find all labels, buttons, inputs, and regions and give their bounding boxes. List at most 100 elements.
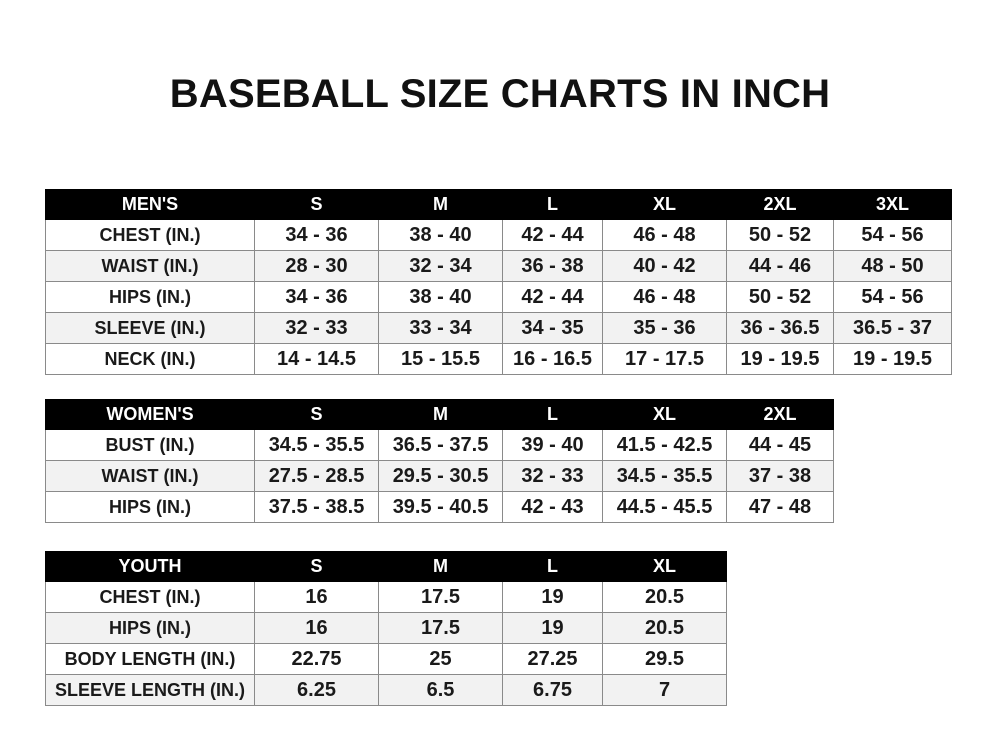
mens-size-table: MEN'S S M L XL 2XL 3XL CHEST (IN.) 34 - 36 38 - 4… <box>45 189 952 375</box>
measurement-cell: 29.5 - 30.5 <box>378 460 503 492</box>
measurement-cell: 39 - 40 <box>502 429 603 461</box>
measurement-cell: 44 - 45 <box>726 429 834 461</box>
page-title: BASEBALL SIZE CHARTS IN INCH <box>169 72 831 116</box>
table-row: HIPS (IN.) 37.5 - 38.5 39.5 - 40.5 42 - 43 4… <box>45 491 834 523</box>
measurement-cell: 15 - 15.5 <box>378 343 503 375</box>
measurement-cell: 37 - 38 <box>726 460 834 492</box>
size-header: 3XL <box>833 189 952 220</box>
size-header: 2XL <box>726 399 834 430</box>
measurement-cell: 47 - 48 <box>726 491 834 523</box>
measurement-cell: 34 - 35 <box>502 312 603 344</box>
table-row: CHEST (IN.) 16 17.5 19 20.5 <box>45 581 727 613</box>
measurement-cell: 14 - 14.5 <box>254 343 379 375</box>
size-header: L <box>502 189 603 220</box>
measurement-cell: 44.5 - 45.5 <box>602 491 727 523</box>
header-row: YOUTH S M L XL <box>45 551 727 582</box>
measurement-label: HIPS (IN.) <box>45 491 255 523</box>
size-header: 2XL <box>726 189 834 220</box>
measurement-label: NECK (IN.) <box>45 343 255 375</box>
measurement-cell: 25 <box>378 643 503 675</box>
measurement-cell: 36.5 - 37 <box>833 312 952 344</box>
measurement-label: WAIST (IN.) <box>45 250 255 282</box>
measurement-cell: 20.5 <box>602 612 727 644</box>
measurement-cell: 37.5 - 38.5 <box>254 491 379 523</box>
size-header: XL <box>602 189 727 220</box>
measurement-cell: 42 - 43 <box>502 491 603 523</box>
measurement-cell: 46 - 48 <box>602 281 727 313</box>
measurement-label: HIPS (IN.) <box>45 612 255 644</box>
table-row: SLEEVE LENGTH (IN.) 6.25 6.5 6.75 7 <box>45 674 727 706</box>
measurement-cell: 17.5 <box>378 612 503 644</box>
measurement-cell: 32 - 33 <box>254 312 379 344</box>
measurement-cell: 41.5 - 42.5 <box>602 429 727 461</box>
category-header: MEN'S <box>45 189 255 220</box>
measurement-cell: 54 - 56 <box>833 281 952 313</box>
measurement-cell: 50 - 52 <box>726 219 834 251</box>
measurement-cell: 44 - 46 <box>726 250 834 282</box>
measurement-cell: 40 - 42 <box>602 250 727 282</box>
measurement-cell: 34.5 - 35.5 <box>602 460 727 492</box>
measurement-label: BUST (IN.) <box>45 429 255 461</box>
measurement-cell: 28 - 30 <box>254 250 379 282</box>
table-row: BODY LENGTH (IN.) 22.75 25 27.25 29.5 <box>45 643 727 675</box>
measurement-cell: 19 <box>502 612 603 644</box>
table-row: HIPS (IN.) 16 17.5 19 20.5 <box>45 612 727 644</box>
measurement-cell: 36.5 - 37.5 <box>378 429 503 461</box>
size-header: S <box>254 399 379 430</box>
measurement-label: CHEST (IN.) <box>45 581 255 613</box>
measurement-label: HIPS (IN.) <box>45 281 255 313</box>
measurement-cell: 35 - 36 <box>602 312 727 344</box>
table-row: WAIST (IN.) 28 - 30 32 - 34 36 - 38 40 - 42 4… <box>45 250 952 282</box>
measurement-cell: 27.5 - 28.5 <box>254 460 379 492</box>
measurement-cell: 16 <box>254 612 379 644</box>
measurement-cell: 38 - 40 <box>378 219 503 251</box>
size-header: XL <box>602 399 727 430</box>
measurement-cell: 33 - 34 <box>378 312 503 344</box>
measurement-cell: 20.5 <box>602 581 727 613</box>
measurement-cell: 36 - 36.5 <box>726 312 834 344</box>
size-header: L <box>502 551 603 582</box>
table-row: BUST (IN.) 34.5 - 35.5 36.5 - 37.5 39 - 40 4… <box>45 429 834 461</box>
measurement-cell: 17.5 <box>378 581 503 613</box>
measurement-cell: 22.75 <box>254 643 379 675</box>
measurement-cell: 42 - 44 <box>502 281 603 313</box>
measurement-cell: 19 - 19.5 <box>833 343 952 375</box>
measurement-cell: 46 - 48 <box>602 219 727 251</box>
measurement-label: CHEST (IN.) <box>45 219 255 251</box>
category-header: WOMEN'S <box>45 399 255 430</box>
measurement-cell: 19 <box>502 581 603 613</box>
measurement-cell: 39.5 - 40.5 <box>378 491 503 523</box>
measurement-cell: 54 - 56 <box>833 219 952 251</box>
measurement-cell: 34 - 36 <box>254 281 379 313</box>
table-row: CHEST (IN.) 34 - 36 38 - 40 42 - 44 46 - 48 5… <box>45 219 952 251</box>
measurement-label: SLEEVE LENGTH (IN.) <box>45 674 255 706</box>
measurement-cell: 34 - 36 <box>254 219 379 251</box>
size-header: XL <box>602 551 727 582</box>
table-row: SLEEVE (IN.) 32 - 33 33 - 34 34 - 35 35 - 36… <box>45 312 952 344</box>
measurement-label: WAIST (IN.) <box>45 460 255 492</box>
size-header: M <box>378 551 503 582</box>
category-header: YOUTH <box>45 551 255 582</box>
womens-size-table: WOMEN'S S M L XL 2XL BUST (IN.) 34.5 - 35.5 36.5… <box>45 399 834 523</box>
measurement-cell: 48 - 50 <box>833 250 952 282</box>
measurement-cell: 6.75 <box>502 674 603 706</box>
measurement-cell: 38 - 40 <box>378 281 503 313</box>
measurement-cell: 29.5 <box>602 643 727 675</box>
table-row: NECK (IN.) 14 - 14.5 15 - 15.5 16 - 16.5 17 … <box>45 343 952 375</box>
measurement-cell: 19 - 19.5 <box>726 343 834 375</box>
size-header: S <box>254 189 379 220</box>
size-header: M <box>378 189 503 220</box>
measurement-cell: 34.5 - 35.5 <box>254 429 379 461</box>
measurement-label: BODY LENGTH (IN.) <box>45 643 255 675</box>
header-row: WOMEN'S S M L XL 2XL <box>45 399 834 430</box>
table-row: HIPS (IN.) 34 - 36 38 - 40 42 - 44 46 - 48 50… <box>45 281 952 313</box>
measurement-cell: 36 - 38 <box>502 250 603 282</box>
measurement-cell: 6.5 <box>378 674 503 706</box>
measurement-cell: 16 - 16.5 <box>502 343 603 375</box>
size-header: M <box>378 399 503 430</box>
measurement-cell: 32 - 33 <box>502 460 603 492</box>
size-header: S <box>254 551 379 582</box>
measurement-cell: 32 - 34 <box>378 250 503 282</box>
youth-size-table: YOUTH S M L XL CHEST (IN.) 16 17.5 19 20.5 HIPS (I… <box>45 551 727 706</box>
measurement-cell: 50 - 52 <box>726 281 834 313</box>
